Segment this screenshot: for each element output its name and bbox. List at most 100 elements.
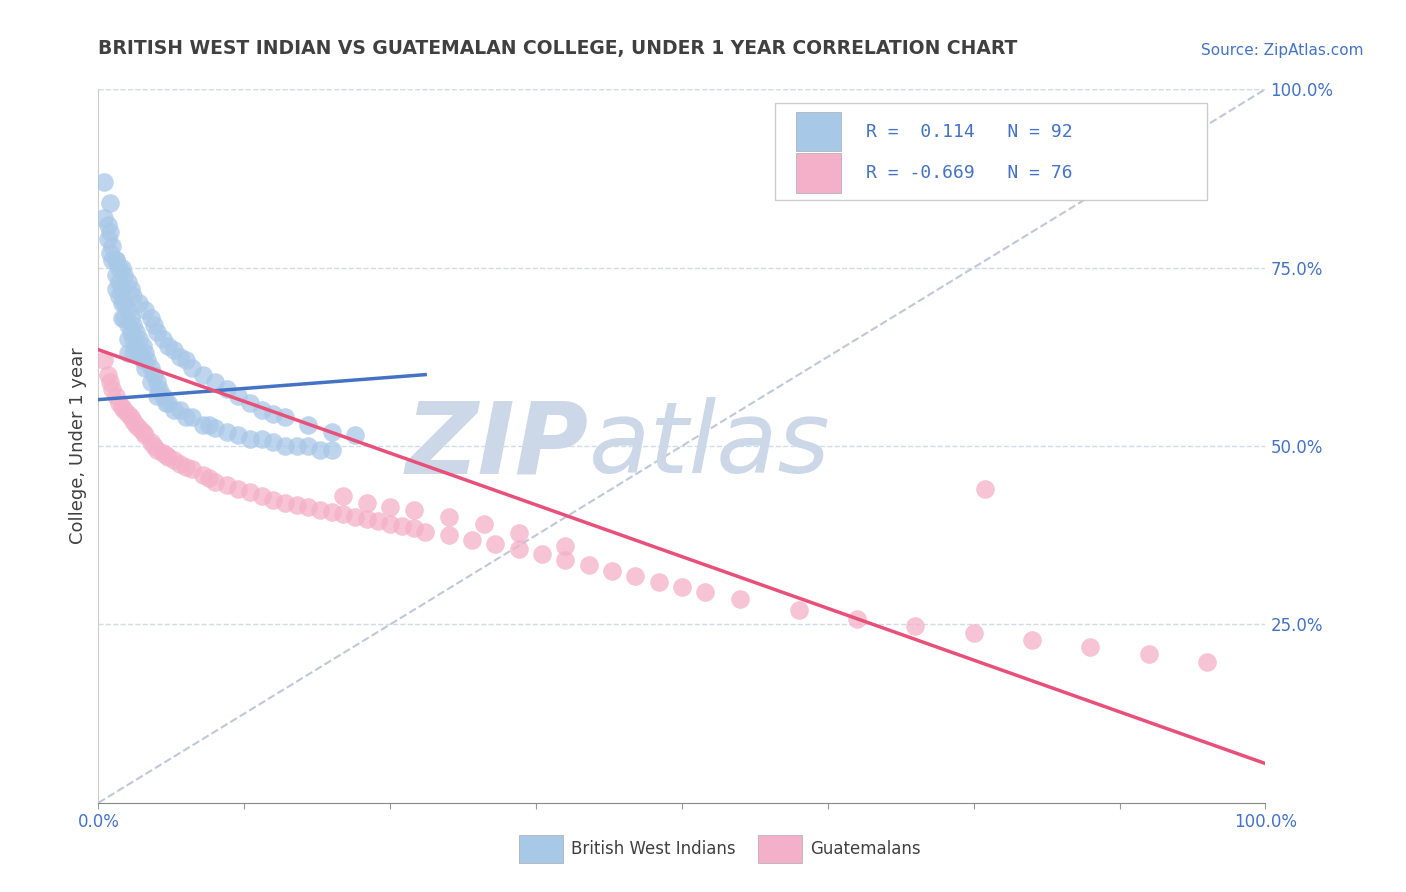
- FancyBboxPatch shape: [796, 153, 841, 193]
- Point: [132, 425, 155, 439]
- Point: [97, 218, 120, 232]
- Point: [321, 425, 343, 439]
- Point: [624, 569, 647, 583]
- Point: [309, 442, 332, 457]
- Point: [112, 296, 135, 310]
- Point: [163, 403, 186, 417]
- Point: [437, 510, 460, 524]
- Point: [600, 564, 623, 578]
- Point: [108, 260, 131, 275]
- Point: [215, 382, 238, 396]
- Point: [157, 450, 180, 464]
- Point: [228, 482, 250, 496]
- Text: Source: ZipAtlas.com: Source: ZipAtlas.com: [1201, 43, 1364, 58]
- Point: [285, 439, 308, 453]
- Point: [250, 403, 273, 417]
- Point: [104, 389, 127, 403]
- Point: [155, 396, 177, 410]
- Point: [356, 512, 378, 526]
- Point: [309, 503, 332, 517]
- Point: [198, 417, 221, 432]
- Point: [846, 612, 869, 626]
- Point: [134, 428, 156, 442]
- Point: [285, 498, 308, 512]
- Point: [262, 492, 284, 507]
- Point: [97, 368, 120, 382]
- Point: [146, 442, 169, 457]
- Point: [508, 542, 530, 557]
- Point: [122, 318, 145, 332]
- Text: atlas: atlas: [589, 398, 830, 494]
- Point: [472, 517, 495, 532]
- Point: [239, 485, 262, 500]
- Point: [198, 471, 221, 485]
- Point: [215, 478, 238, 492]
- Point: [193, 467, 215, 482]
- Point: [163, 453, 186, 467]
- Point: [104, 253, 127, 268]
- Point: [1080, 640, 1102, 655]
- Point: [117, 332, 139, 346]
- Point: [108, 396, 131, 410]
- FancyBboxPatch shape: [775, 103, 1206, 200]
- Point: [98, 225, 121, 239]
- Point: [974, 482, 997, 496]
- Point: [204, 421, 226, 435]
- Point: [139, 435, 162, 450]
- Point: [139, 310, 162, 325]
- Point: [367, 514, 389, 528]
- Point: [104, 268, 127, 282]
- Point: [174, 353, 197, 368]
- Point: [239, 396, 262, 410]
- Point: [98, 246, 121, 260]
- Point: [98, 196, 121, 211]
- Point: [111, 400, 134, 414]
- Point: [120, 410, 142, 425]
- Point: [128, 346, 150, 360]
- Point: [125, 325, 148, 339]
- Point: [262, 407, 284, 421]
- Point: [204, 375, 226, 389]
- Point: [98, 375, 121, 389]
- Point: [437, 528, 460, 542]
- Point: [344, 510, 367, 524]
- Point: [146, 389, 169, 403]
- Point: [578, 558, 600, 573]
- Point: [152, 332, 174, 346]
- Point: [146, 325, 169, 339]
- Point: [93, 211, 115, 225]
- Point: [378, 500, 402, 514]
- Point: [484, 537, 506, 551]
- Point: [157, 396, 180, 410]
- Point: [143, 368, 166, 382]
- Point: [250, 432, 273, 446]
- Point: [93, 353, 115, 368]
- Point: [169, 403, 191, 417]
- Point: [134, 346, 156, 360]
- Point: [169, 457, 191, 471]
- Point: [204, 475, 226, 489]
- Point: [193, 417, 215, 432]
- Point: [120, 282, 142, 296]
- Point: [262, 435, 284, 450]
- Text: R =  0.114   N = 92: R = 0.114 N = 92: [866, 123, 1073, 141]
- Point: [647, 574, 669, 589]
- Text: ZIP: ZIP: [405, 398, 589, 494]
- Point: [152, 389, 174, 403]
- Point: [413, 524, 436, 539]
- Point: [136, 353, 159, 368]
- Point: [111, 260, 134, 275]
- Point: [104, 282, 127, 296]
- Point: [152, 446, 174, 460]
- Point: [332, 507, 354, 521]
- Point: [274, 439, 297, 453]
- Text: Guatemalans: Guatemalans: [810, 840, 921, 858]
- Point: [117, 303, 139, 318]
- Point: [120, 325, 142, 339]
- Point: [143, 439, 166, 453]
- Point: [134, 303, 156, 318]
- Point: [344, 428, 367, 442]
- Point: [117, 407, 139, 421]
- Point: [163, 343, 186, 357]
- Point: [174, 460, 197, 475]
